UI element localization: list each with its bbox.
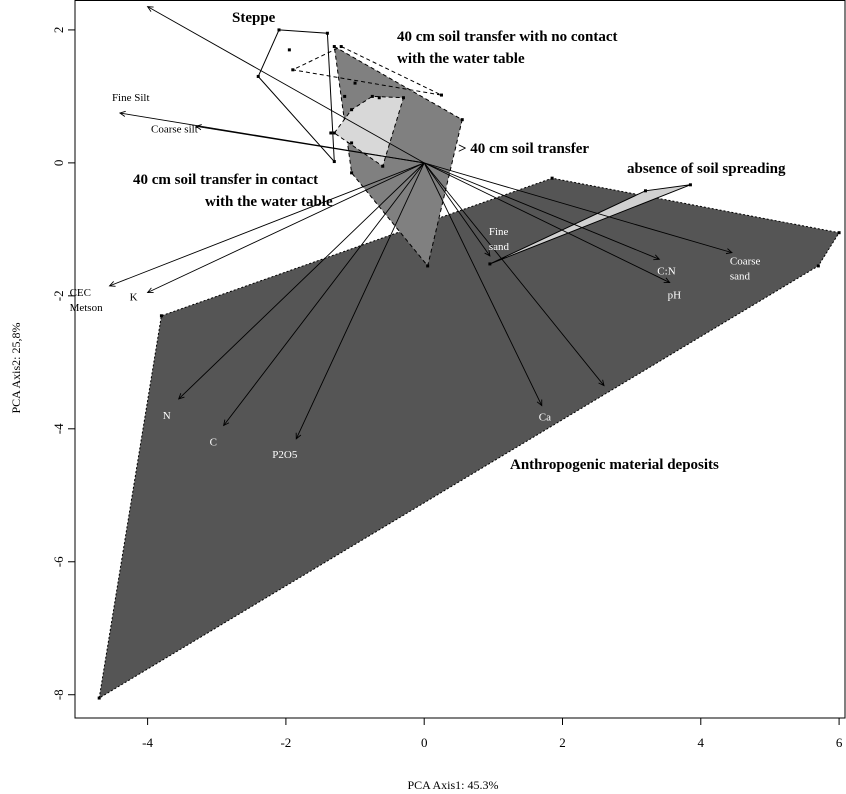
arrowhead-caco3 — [598, 379, 605, 387]
sample-point — [350, 108, 354, 112]
sample-point — [350, 171, 354, 175]
variable-label-fine-sand: Fine sand — [489, 226, 510, 253]
arrow-fine-sand — [423, 162, 491, 257]
arrow-n — [178, 162, 425, 400]
group-hull-anthropogenic-material-deposits — [98, 177, 840, 700]
arrowhead-fine-silt — [118, 110, 126, 117]
x-tick-label: -2 — [280, 735, 291, 750]
sample-point — [439, 93, 443, 97]
sample-point — [426, 264, 430, 268]
arrow-c-n — [424, 162, 660, 260]
sample-point — [332, 45, 336, 49]
arrow-coarse-sand — [424, 162, 733, 254]
arrow-clay — [147, 6, 425, 164]
arrow-cec-metson — [109, 162, 425, 287]
variable-label-p2o5: P2O5 — [272, 449, 298, 461]
x-axis-title: PCA Axis1: 45.3% — [407, 778, 498, 792]
arrowhead-p2o5 — [295, 432, 302, 440]
y-axis-title: PCA Axis2: 25,8% — [9, 322, 23, 413]
group-label-40-cm-soil-transfer-in-contact-with-the-water-table: 40 cm soil transfer in contact with the w… — [133, 172, 333, 210]
arrowhead-ph — [663, 277, 671, 283]
y-tick-label: -4 — [51, 423, 66, 434]
arrow-k — [147, 162, 425, 293]
sample-point — [377, 96, 381, 100]
sample-point — [488, 262, 492, 266]
y-tick-label: 2 — [51, 27, 66, 33]
arrowhead-c-n — [653, 254, 661, 261]
x-tick-label: 4 — [698, 735, 705, 750]
arrow-ca — [423, 162, 543, 406]
y-axis: 2 0 -2 -4 -6 -8 — [51, 27, 75, 700]
sample-point — [329, 131, 333, 135]
x-tick-label: 0 — [421, 735, 428, 750]
sample-point — [370, 94, 374, 98]
x-axis: -4 -2 0 2 4 6 — [142, 717, 843, 750]
y-tick-label: -8 — [51, 689, 66, 700]
sample-point — [643, 189, 647, 193]
arrow-caco3 — [423, 162, 605, 386]
arrowhead-clay — [146, 6, 154, 12]
variable-label-c: C — [210, 436, 217, 448]
sample-point — [325, 31, 329, 35]
sample-point — [291, 68, 295, 72]
sample-point — [277, 28, 281, 32]
variable-label-n: N — [163, 410, 171, 422]
group-hull-40-cm-soil-transfer-with-no-contact-with-the-water-table — [291, 45, 442, 96]
group-label-40-cm-soil-transfer-with-no-contact-with-the-water-table: 40 cm soil transfer with no contact with … — [397, 29, 618, 67]
sample-point — [339, 45, 343, 49]
sample-point — [287, 48, 291, 52]
sample-point — [353, 81, 357, 85]
variable-label-k: K — [130, 292, 138, 304]
variable-label-ph: pH — [668, 290, 682, 302]
group-label-anthropogenic-material-deposits: Anthropogenic material deposits — [510, 457, 719, 473]
sample-points — [97, 28, 841, 700]
arrow-c — [223, 162, 425, 426]
arrow-coarse-silt — [195, 125, 425, 164]
arrowhead-coarse-sand — [725, 248, 733, 255]
sample-point — [97, 696, 101, 700]
variable-label-ca: Ca — [539, 412, 551, 424]
sample-point — [256, 74, 260, 78]
sample-point — [332, 160, 336, 164]
group-labels: Anthropogenic material deposits > 40 cm s… — [133, 10, 786, 473]
arrowhead-k — [146, 287, 154, 294]
arrowhead-c — [223, 419, 230, 427]
sample-point — [332, 131, 336, 135]
sample-point — [550, 176, 554, 180]
group-label-steppe: Steppe — [232, 10, 276, 26]
arrow-p2o5 — [295, 162, 425, 439]
sample-point — [350, 141, 354, 145]
x-tick-label: 2 — [559, 735, 566, 750]
variable-label-caco3: CaCO3 — [604, 392, 638, 404]
group-hull-absence-of-soil-spreading — [489, 184, 691, 265]
y-tick-label: -6 — [51, 556, 66, 567]
group-label-absence-of-soil-spreading: absence of soil spreading — [627, 161, 786, 177]
arrowhead-ca — [536, 399, 543, 407]
variable-arrows — [108, 6, 733, 440]
sample-point — [837, 231, 841, 235]
sample-point — [816, 264, 820, 268]
variable-label-c-n: C:N — [657, 265, 675, 277]
variable-label-coarse-silt: Coarse silt — [151, 123, 198, 135]
variable-label-coarse-sand: Coarse sand — [730, 256, 761, 283]
sample-point — [381, 164, 385, 168]
sample-point — [159, 314, 163, 318]
arrowhead-coarse-silt — [194, 124, 202, 131]
arrowhead-cec-metson — [108, 281, 116, 287]
y-tick-label: 0 — [51, 160, 66, 167]
sample-point — [401, 96, 405, 100]
y-tick-label: -2 — [51, 290, 66, 301]
sample-point — [343, 94, 347, 98]
group-hulls — [98, 29, 840, 700]
variable-label-fine-silt: Fine Silt — [112, 92, 150, 104]
sample-point — [460, 118, 464, 122]
arrowhead-n — [177, 393, 185, 400]
sample-point — [688, 183, 692, 187]
x-tick-label: -4 — [142, 735, 153, 750]
x-tick-label: 6 — [836, 735, 843, 750]
group-label-40-cm-soil-transfer: > 40 cm soil transfer — [458, 141, 589, 157]
arrowhead-fine-sand — [484, 249, 491, 257]
arrow-ph — [424, 162, 670, 283]
